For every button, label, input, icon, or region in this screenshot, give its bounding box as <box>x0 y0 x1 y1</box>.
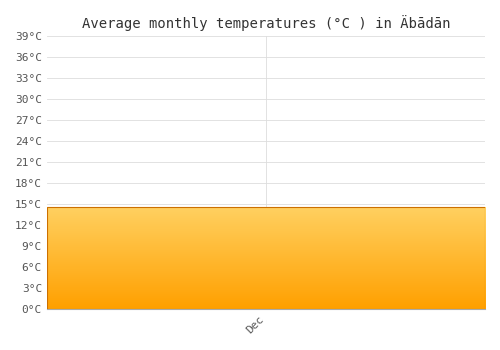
Title: Average monthly temperatures (°C ) in Äbādān: Average monthly temperatures (°C ) in Äb… <box>82 15 450 31</box>
Bar <box>47 208 485 309</box>
